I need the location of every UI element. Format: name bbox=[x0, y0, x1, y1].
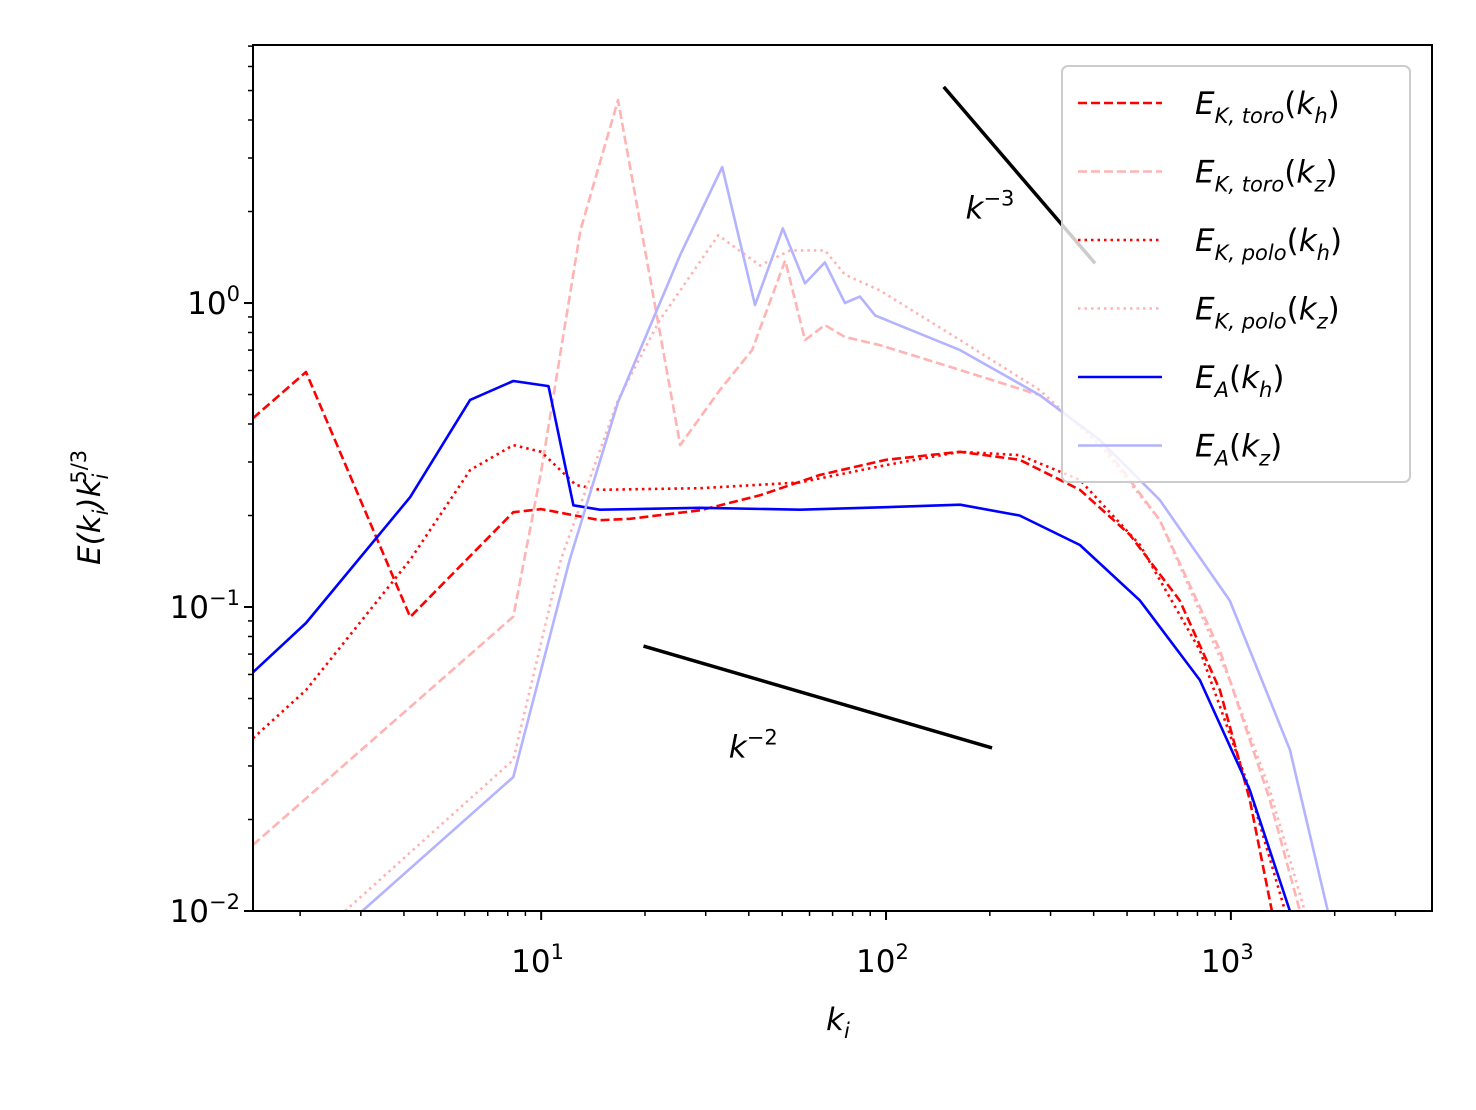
reference-lines: k−2 k−3 bbox=[642, 85, 1097, 765]
reference-line-k^-2 bbox=[642, 644, 993, 750]
series-line-3 bbox=[344, 234, 1306, 911]
legend-box bbox=[1061, 65, 1411, 483]
series-line-0 bbox=[253, 370, 1274, 911]
legend-entry: EA(kz) bbox=[1078, 429, 1282, 471]
x-axis-label: ki bbox=[826, 1002, 850, 1043]
legend-entry: EK, polo(kh) bbox=[1078, 223, 1342, 265]
legend-label: EK, polo(kh) bbox=[1195, 223, 1342, 265]
x-tick-label: 103 bbox=[1201, 940, 1254, 980]
series-line-4 bbox=[253, 379, 1292, 911]
reference-label-k^-2: k−2 bbox=[729, 725, 778, 765]
legend-label: EA(kz) bbox=[1195, 429, 1282, 471]
plot-frame bbox=[252, 44, 1433, 912]
legend-label: EK, toro(kh) bbox=[1195, 86, 1340, 128]
legend-label: EA(kh) bbox=[1195, 360, 1284, 402]
x-tick-label: 101 bbox=[511, 940, 564, 980]
legend-entry: EK, polo(kz) bbox=[1078, 292, 1340, 334]
series-layer bbox=[253, 98, 1330, 911]
legend-entry: EA(kh) bbox=[1078, 360, 1284, 402]
y-tick-label: 10−1 bbox=[170, 586, 240, 626]
y-axis-label: E(ki)ki5/3 bbox=[67, 450, 113, 565]
y-tick-label: 100 bbox=[187, 282, 240, 322]
legend: EK, toro(kh) EK, toro(kz) EK, polo(kh) EK, … bbox=[1061, 65, 1411, 483]
legend-label: EK, polo(kz) bbox=[1195, 292, 1340, 334]
y-tick-label: 10−2 bbox=[170, 890, 240, 930]
reference-label-k^-3: k−3 bbox=[965, 186, 1014, 226]
series-line-2 bbox=[253, 443, 1287, 911]
legend-entry: EK, toro(kz) bbox=[1078, 155, 1337, 197]
legend-label: EK, toro(kz) bbox=[1195, 155, 1337, 197]
series-line-5 bbox=[361, 165, 1330, 911]
x-tick-label: 102 bbox=[856, 940, 909, 980]
legend-entry: EK, toro(kh) bbox=[1078, 86, 1340, 128]
axis-ticks: 101 102 103 10−2 10−1 100 bbox=[170, 45, 1397, 980]
